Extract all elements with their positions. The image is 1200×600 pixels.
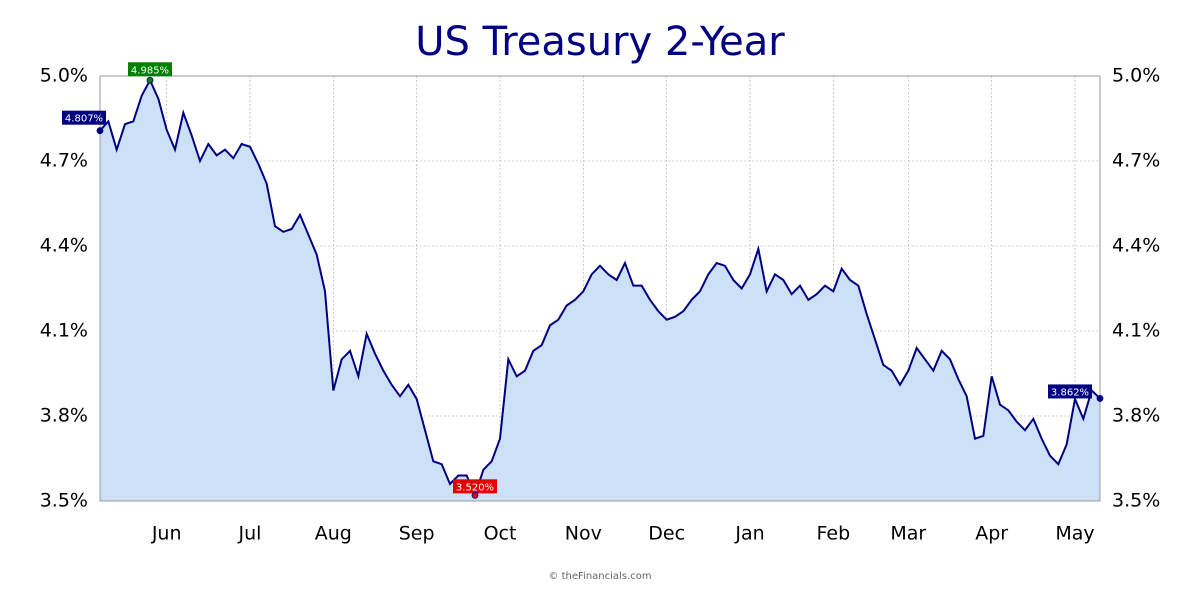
x-tick-label: Aug xyxy=(315,523,352,545)
y-tick-label: 4.1% xyxy=(40,320,88,342)
x-tick-label: Jan xyxy=(734,523,764,545)
value-label: 4.985% xyxy=(131,65,169,76)
y-tick-label: 5.0% xyxy=(40,65,88,87)
footer: © theFinancials.com xyxy=(548,571,651,582)
y-tick-label: 3.5% xyxy=(40,490,88,512)
x-tick-label: Mar xyxy=(890,523,926,545)
line xyxy=(99,77,1101,499)
y-tick-label: 4.4% xyxy=(40,235,88,257)
value-label-box xyxy=(128,62,172,77)
x-tick-label: Jul xyxy=(238,523,262,545)
y2-tick-label: 3.5% xyxy=(1112,490,1160,512)
value-label: 4.807% xyxy=(65,114,103,125)
value-label-box xyxy=(1048,384,1092,399)
y2-tick-label: 5.0% xyxy=(1112,65,1160,87)
point-marker xyxy=(471,491,479,499)
y-tick-label: 4.7% xyxy=(40,150,88,172)
area xyxy=(100,80,1100,501)
x-tick-label: May xyxy=(1055,523,1094,545)
x-tick-label: Jun xyxy=(151,523,182,545)
x-tick-label: Sep xyxy=(399,523,435,545)
point-marker xyxy=(1096,395,1104,402)
value-label-box xyxy=(62,110,106,125)
y2-tick-label: 4.1% xyxy=(1112,320,1160,342)
point-marker xyxy=(96,127,104,135)
y-tick-label: 3.8% xyxy=(40,405,88,427)
x-tick-label: Feb xyxy=(817,523,851,545)
plot-frame xyxy=(99,75,1101,502)
x-tick-label: Apr xyxy=(975,523,1008,545)
x-tick-label: Nov xyxy=(565,523,602,545)
value-label: 3.862% xyxy=(1051,387,1089,398)
value-label-box xyxy=(453,479,497,494)
value-label: 3.520% xyxy=(456,482,494,493)
y2-tick-label: 4.4% xyxy=(1112,235,1160,257)
chart-title: US Treasury 2-Year xyxy=(415,19,785,65)
x-tick-label: Oct xyxy=(484,523,517,545)
y2-tick-label: 4.7% xyxy=(1112,150,1160,172)
point-marker xyxy=(146,76,154,84)
x-tick-label: Dec xyxy=(648,523,685,545)
y2-tick-label: 3.8% xyxy=(1112,405,1160,427)
